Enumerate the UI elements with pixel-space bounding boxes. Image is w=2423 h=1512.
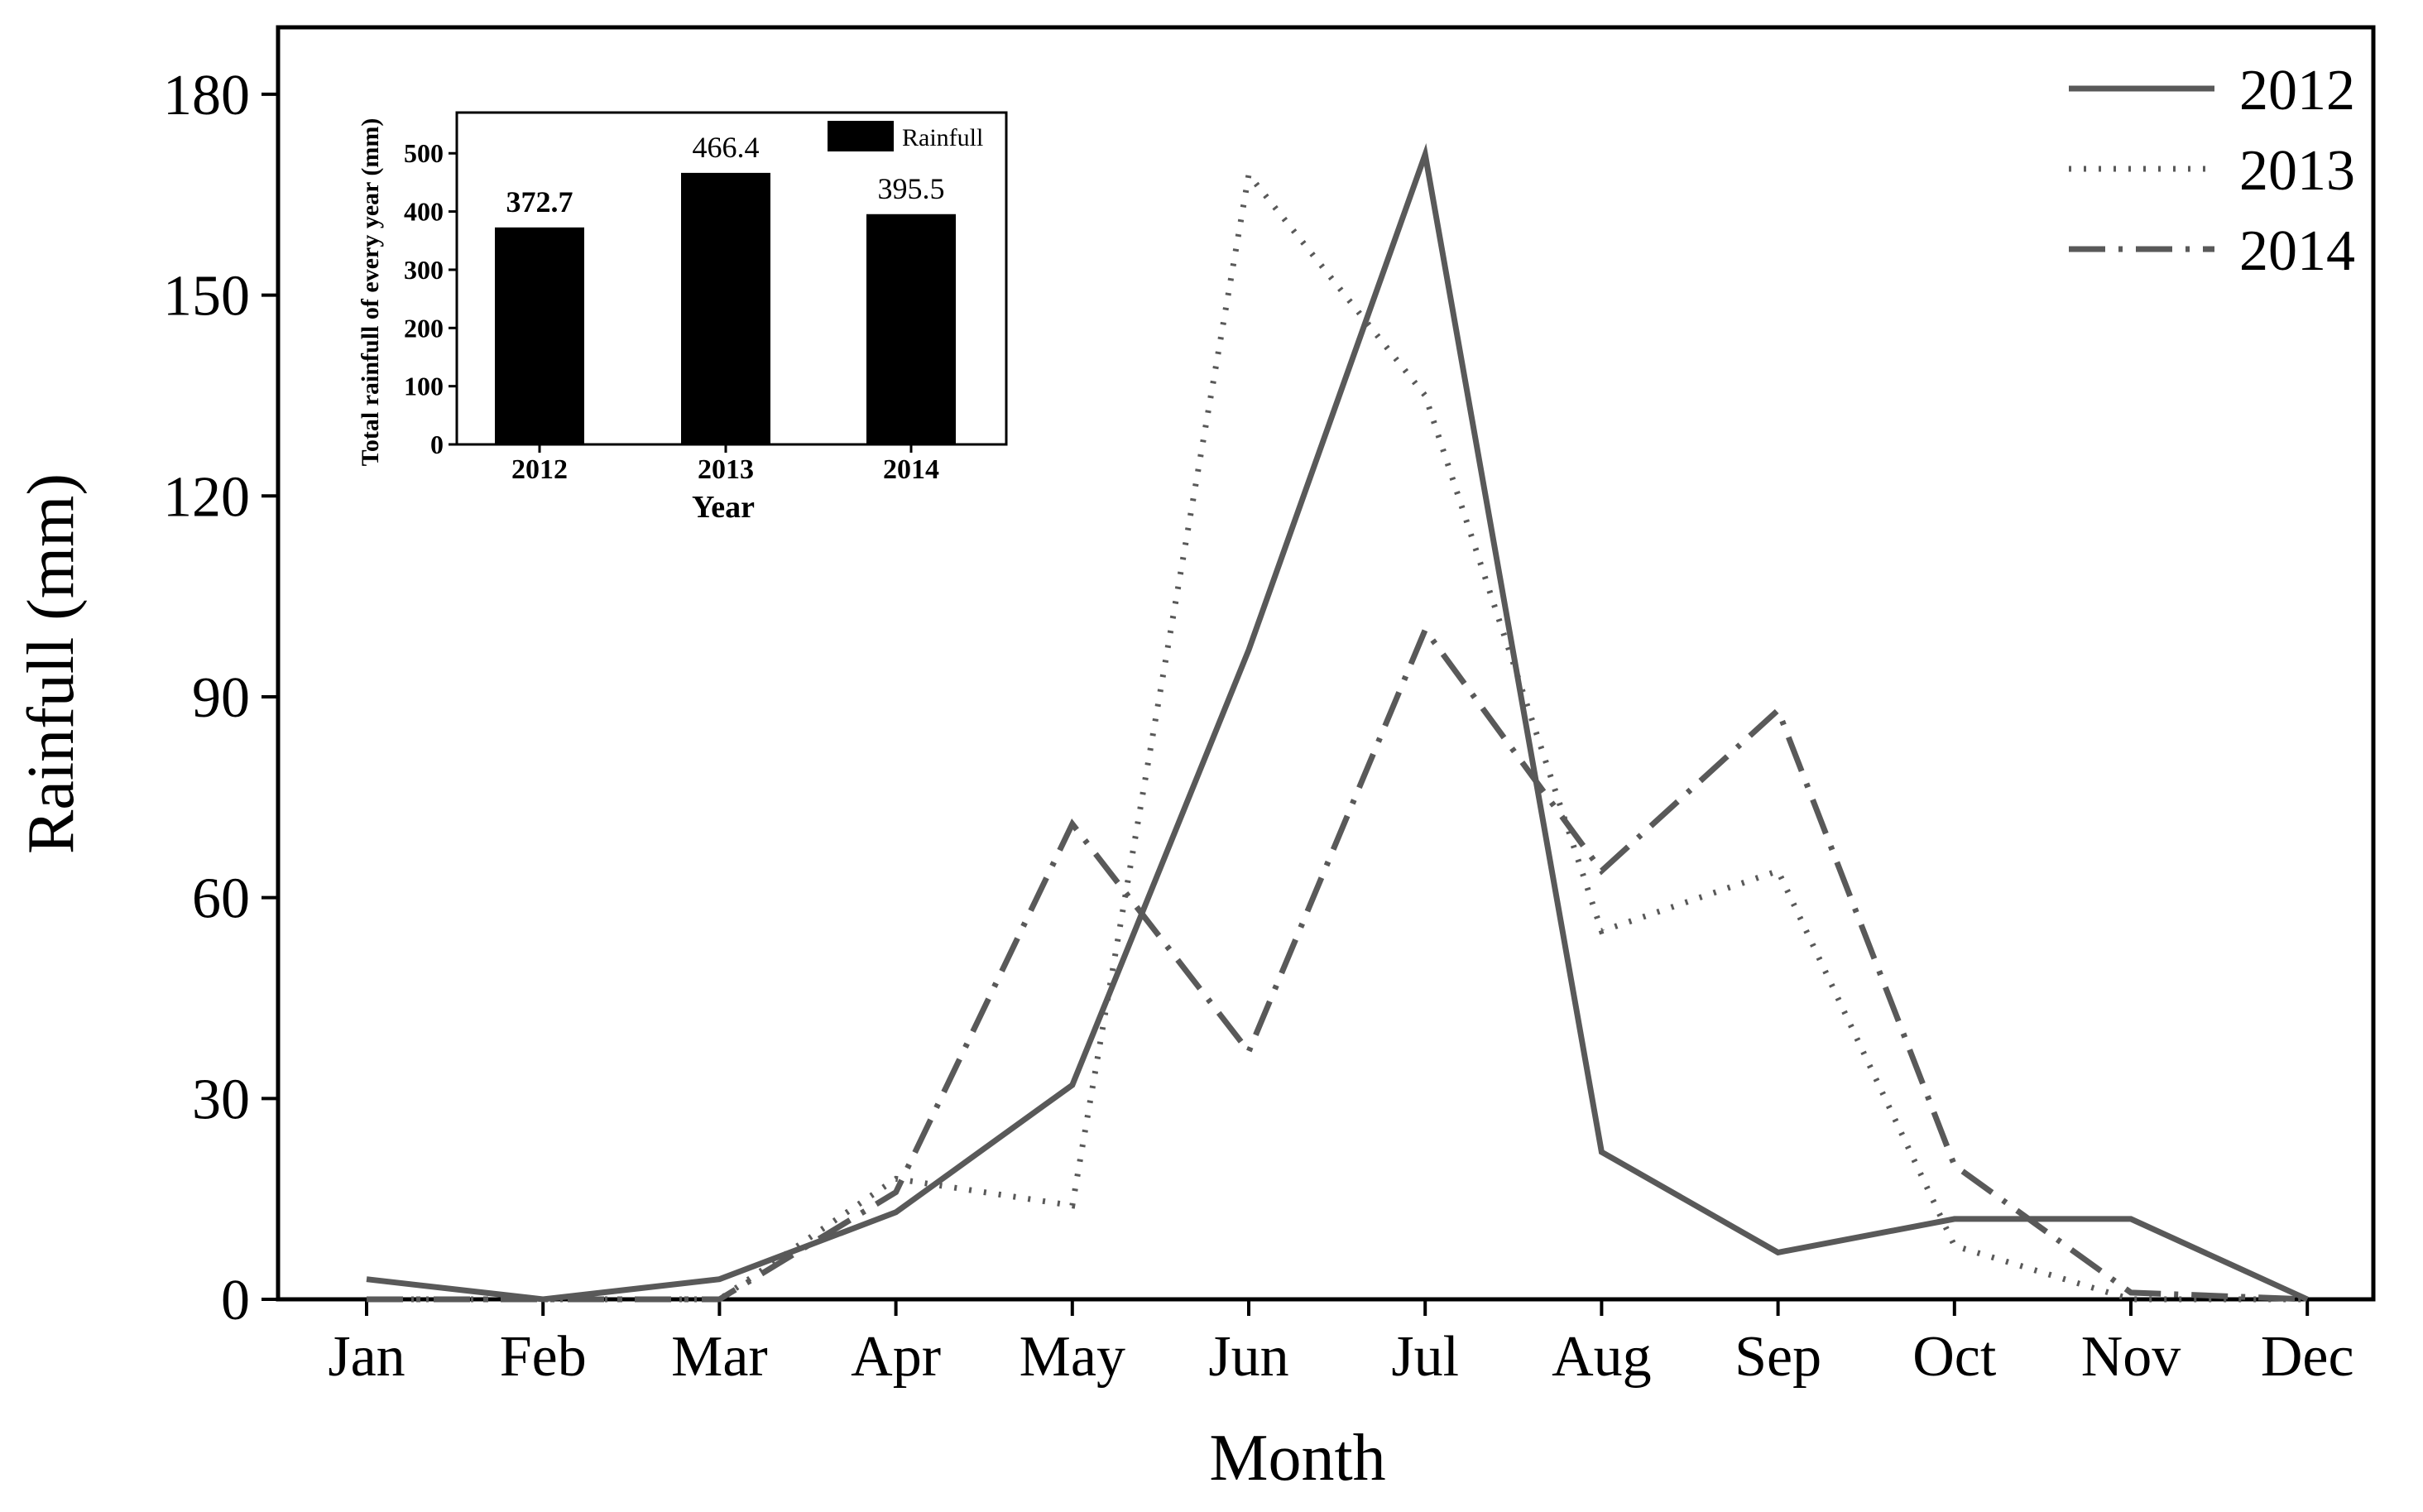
x-tick-label: May xyxy=(1020,1325,1125,1389)
x-tick-label: Mar xyxy=(671,1325,768,1389)
y-axis-title: Rainfull (mm) xyxy=(15,473,88,854)
inset-bar-2014 xyxy=(866,214,956,444)
inset-bar-2013 xyxy=(681,172,770,444)
inset-y-tick-label: 200 xyxy=(404,313,444,343)
inset-data-label-2014: 395.5 xyxy=(878,172,945,205)
series-line-2014 xyxy=(367,624,2308,1303)
inset-legend-swatch xyxy=(828,121,894,151)
y-tick-label: 180 xyxy=(163,64,250,127)
x-tick-label: Aug xyxy=(1552,1325,1652,1389)
x-tick-label: Feb xyxy=(500,1325,587,1389)
x-tick-label: Sep xyxy=(1734,1325,1821,1389)
inset-legend-label: Rainfull xyxy=(902,124,983,151)
y-tick-label: 60 xyxy=(192,867,250,931)
x-tick-label: Jan xyxy=(328,1325,405,1389)
x-tick-label: Jul xyxy=(1391,1325,1459,1389)
inset-data-label-2012: 372.7 xyxy=(506,185,573,218)
series-line-2012 xyxy=(366,143,2309,1303)
legend-label-2014: 2014 xyxy=(2239,219,2355,283)
inset-x-tick-label-2014: 2014 xyxy=(883,454,939,485)
inset-y-tick-label: 300 xyxy=(404,255,444,285)
plot-frame xyxy=(276,25,2376,1302)
inset-bar-chart: 0 100 200 300 400 500 372.7 2012 466.4 2013 395.5 2… xyxy=(357,111,1008,525)
inset-x-axis-title: Year xyxy=(692,490,755,525)
x-tick-label: Dec xyxy=(2261,1325,2354,1389)
x-tick-label: Oct xyxy=(1912,1325,1997,1389)
inset-bar-2012 xyxy=(495,227,584,444)
x-tick-label: Apr xyxy=(851,1325,941,1389)
main-line-chart: 0 30 60 90 120 150 180 Jan Feb Mar Apr May Jun Jul Aug… xyxy=(15,25,2376,1495)
y-tick-label: 120 xyxy=(163,465,250,529)
inset-data-label-2013: 466.4 xyxy=(693,131,760,164)
legend-label-2012: 2012 xyxy=(2239,59,2355,122)
legend-label-2013: 2013 xyxy=(2239,139,2355,203)
x-tick-label: Nov xyxy=(2081,1325,2181,1389)
y-tick-label: 30 xyxy=(192,1068,250,1131)
x-tick-label: Jun xyxy=(1208,1325,1288,1389)
inset-x-tick-label-2012: 2012 xyxy=(511,454,568,485)
y-tick-label: 0 xyxy=(221,1269,250,1332)
x-axis-title: Month xyxy=(1209,1422,1385,1495)
inset-y-axis-title: Total rainfull of every year (mm) xyxy=(357,118,384,467)
inset-x-tick-label-2013: 2013 xyxy=(698,454,754,485)
inset-y-tick-label: 100 xyxy=(404,372,444,401)
inset-y-tick-label: 400 xyxy=(404,197,444,227)
y-tick-label: 90 xyxy=(192,666,250,730)
inset-y-tick-label: 0 xyxy=(430,430,444,459)
y-tick-label: 150 xyxy=(163,265,250,329)
inset-y-tick-label: 500 xyxy=(404,138,444,168)
